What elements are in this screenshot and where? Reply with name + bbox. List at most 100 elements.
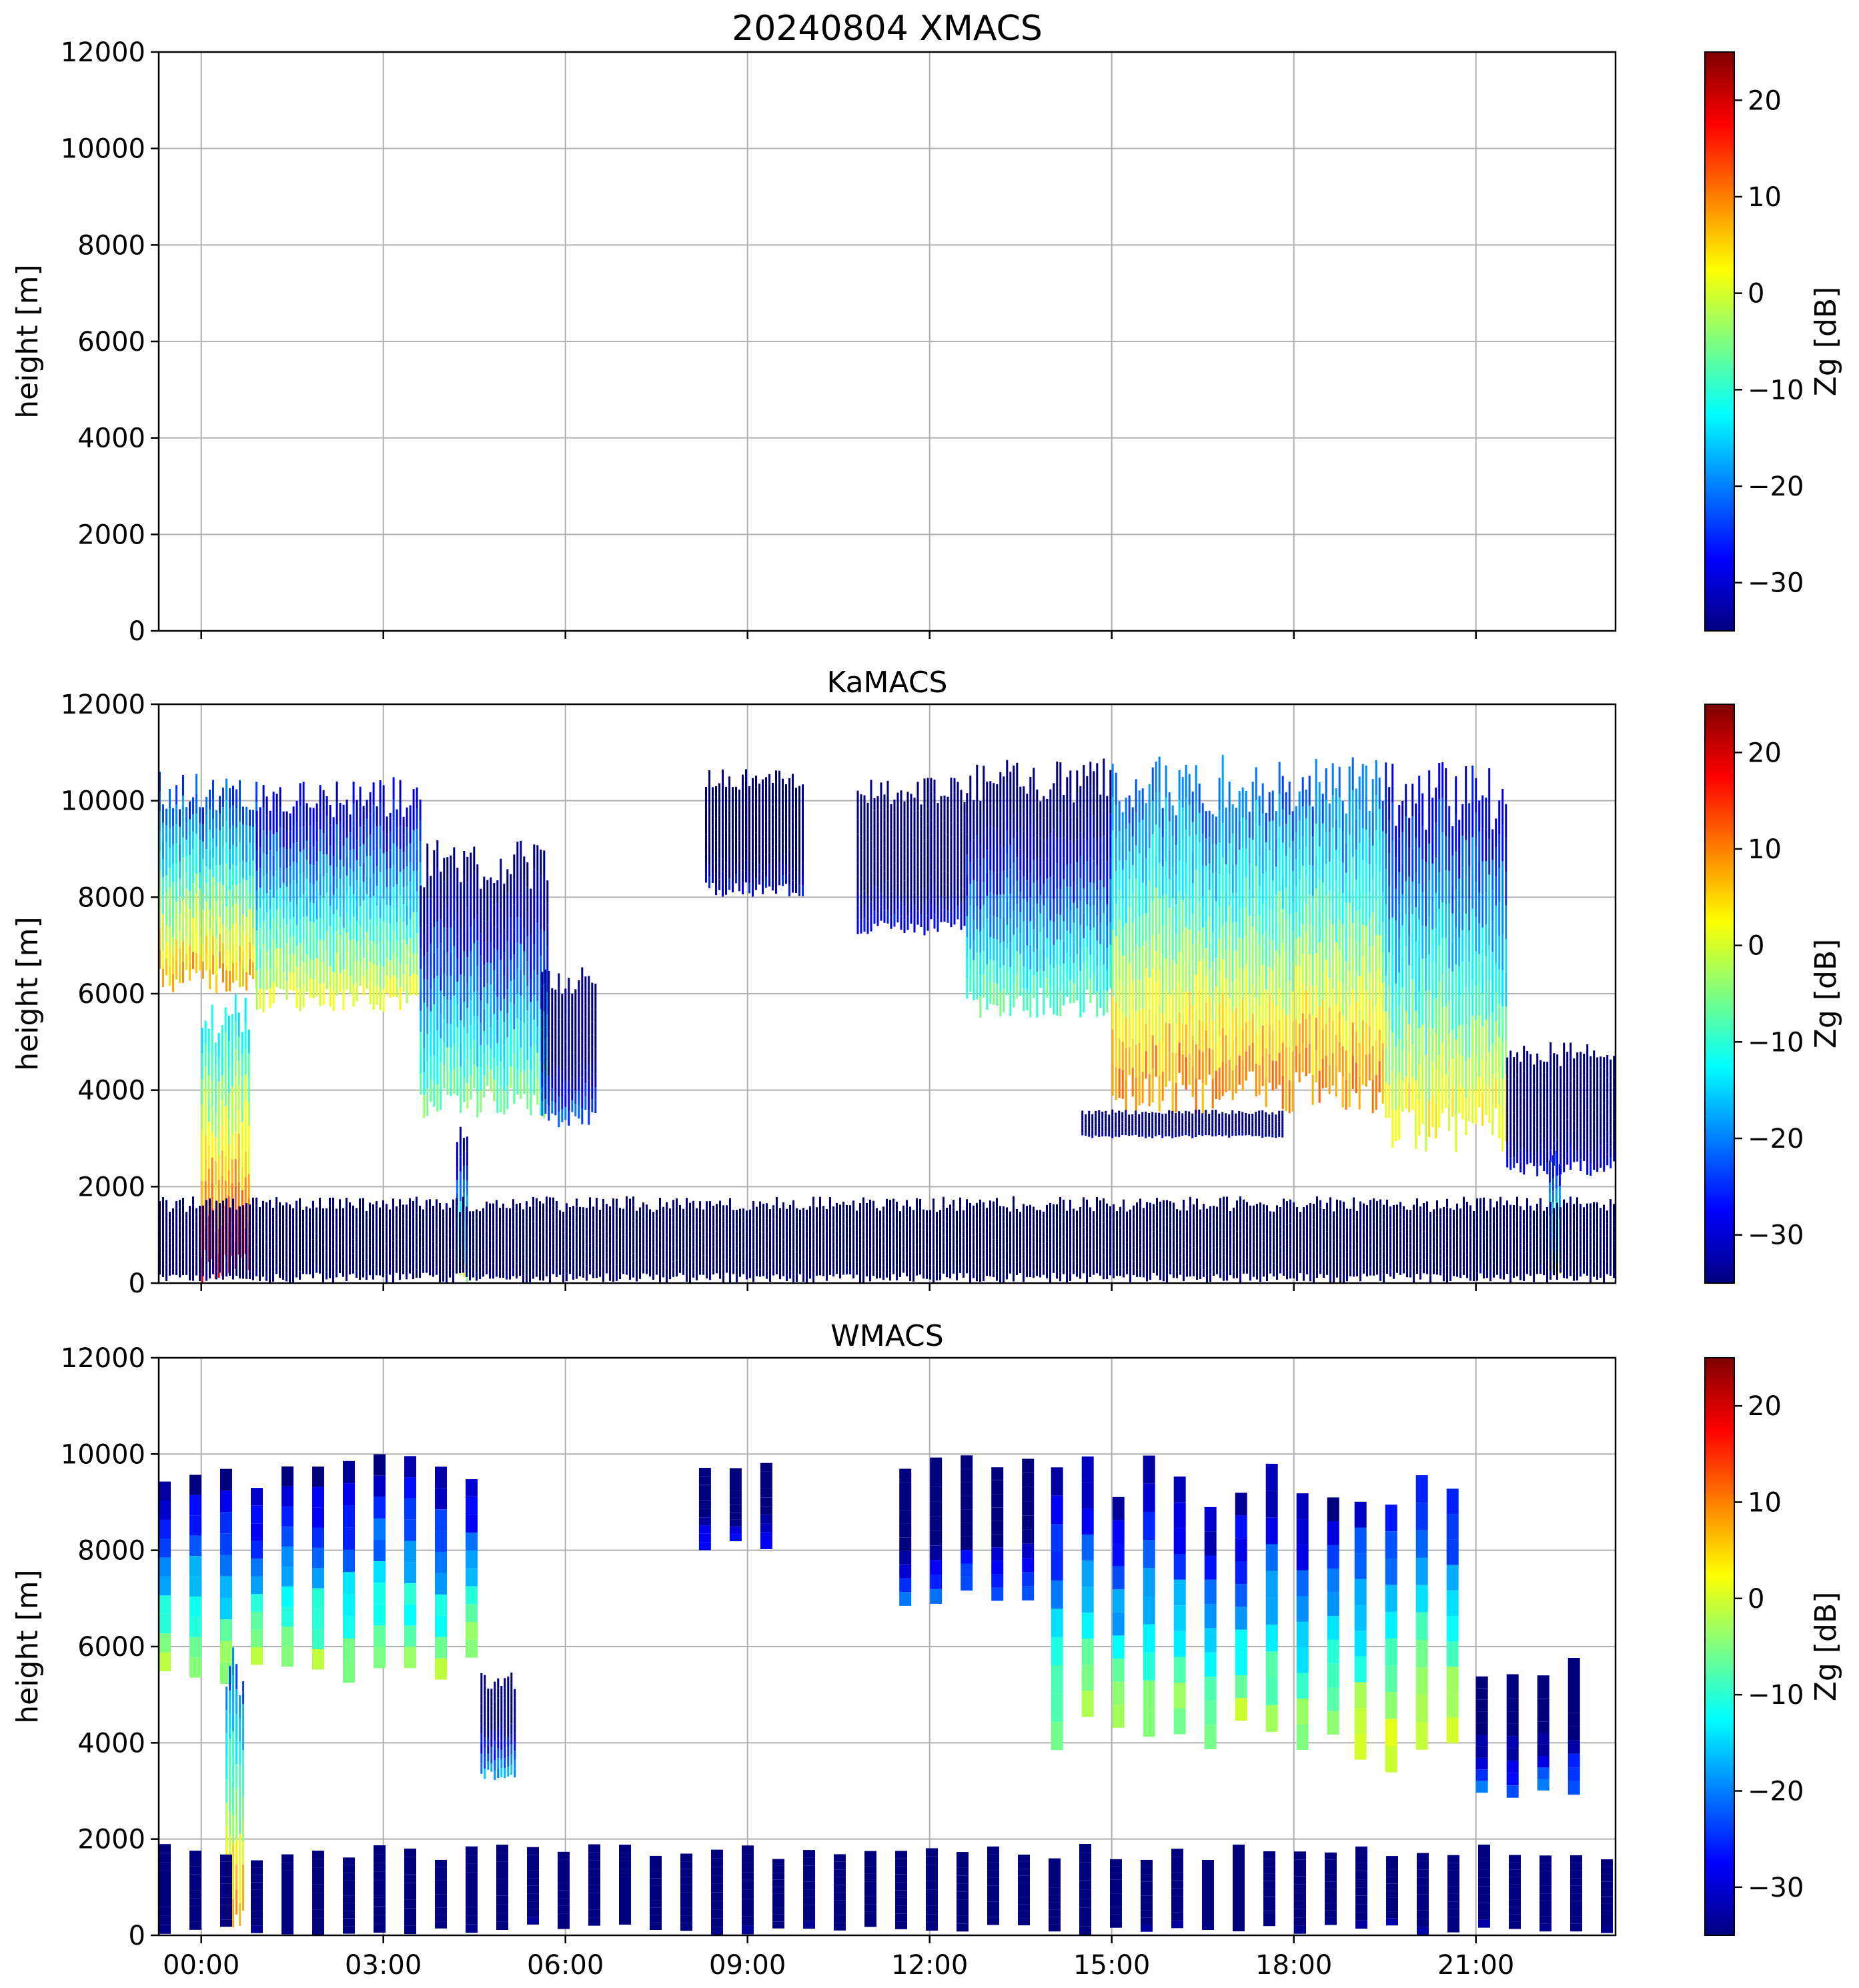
radar-column (1441, 938, 1444, 973)
radar-column (1145, 1111, 1147, 1114)
radar-column (1408, 876, 1411, 906)
radar-column (1066, 952, 1069, 975)
radar-column (409, 919, 412, 939)
radar-column (295, 884, 298, 905)
radar-column (192, 1255, 194, 1264)
radar-column (1458, 1084, 1461, 1114)
radar-column (235, 904, 237, 924)
radar-column (1151, 1068, 1154, 1102)
radar-column (1235, 979, 1237, 1008)
radar-column (1501, 1006, 1504, 1043)
radar-column (1118, 1038, 1121, 1068)
radar-column (883, 807, 886, 820)
radar-column (541, 986, 544, 1001)
radar-column (299, 897, 301, 920)
radar-column (241, 1144, 243, 1168)
radar-column (386, 958, 388, 976)
radar-column (1593, 1098, 1596, 1110)
radar-column (1131, 1124, 1134, 1127)
radar-column (1059, 940, 1062, 966)
radar-column (1613, 1108, 1616, 1120)
radar-column (412, 953, 415, 974)
radar-column (299, 806, 301, 829)
radar-column (179, 1223, 181, 1231)
radar-column (856, 862, 859, 877)
radar-column (1318, 782, 1321, 815)
radar-column (1428, 770, 1431, 808)
radar-column (237, 1109, 240, 1134)
radar-column (1185, 1113, 1187, 1116)
radar-column (1351, 790, 1354, 824)
radar-column (1171, 1122, 1174, 1125)
radar-column (247, 1029, 250, 1054)
radar-column (359, 966, 362, 986)
radar-column (305, 954, 308, 974)
radar-column (1101, 1112, 1104, 1114)
radar-column (1245, 1133, 1247, 1136)
radar-column (1208, 1114, 1211, 1116)
y-axis-label: height [m] (11, 264, 45, 418)
radar-column (1513, 1079, 1515, 1090)
radar-column (1101, 1116, 1104, 1120)
radar-column (1241, 1119, 1244, 1122)
radar-column (540, 1062, 542, 1089)
radar-column (1265, 1117, 1267, 1120)
radar-column (866, 802, 869, 816)
radar-column (1255, 1119, 1257, 1122)
radar-column (1006, 760, 1009, 784)
radar-column (1098, 1126, 1101, 1129)
radar-column (369, 962, 372, 983)
radar-column (339, 973, 342, 993)
radar-column (722, 782, 724, 795)
radar-column (1596, 1068, 1599, 1080)
radar-column (1188, 1128, 1191, 1131)
radar-column (768, 864, 770, 876)
radar-column (185, 1250, 187, 1256)
radar-column (172, 1254, 174, 1262)
radar-column (568, 1066, 570, 1082)
radar-column (966, 875, 969, 896)
radar-column (372, 805, 375, 828)
radar-column (480, 1022, 482, 1046)
radar-column (339, 878, 342, 898)
radar-column (1468, 994, 1471, 1026)
radar-column (1141, 882, 1144, 914)
radar-column (1218, 906, 1221, 939)
radar-column (412, 850, 415, 872)
radar-column (1536, 1164, 1539, 1176)
radar-column (1158, 898, 1161, 934)
radar-column (1255, 1121, 1257, 1124)
radar-column (231, 1038, 233, 1063)
radar-column (1278, 1113, 1281, 1116)
radar-column (1225, 1035, 1227, 1064)
radar-column (1368, 838, 1371, 865)
radar-column (420, 1010, 422, 1032)
radar-column (182, 962, 184, 983)
radar-column (182, 837, 184, 858)
radar-column (798, 819, 800, 830)
radar-column (207, 1098, 210, 1122)
radar-column (1251, 1125, 1254, 1128)
radar-column (1165, 862, 1167, 894)
radar-column (269, 909, 271, 930)
radar-column (1019, 849, 1022, 871)
radar-column (969, 948, 972, 971)
radar-column (329, 825, 332, 846)
radar-column (1461, 867, 1464, 899)
radar-column (715, 884, 717, 896)
radar-column (930, 891, 933, 906)
radar-column (762, 860, 764, 872)
radar-column (169, 788, 171, 809)
radar-column (536, 871, 539, 898)
radar-column (1135, 878, 1137, 912)
radar-column (192, 934, 194, 952)
radar-column (1128, 1127, 1131, 1130)
radar-column (235, 942, 237, 962)
radar-column (1358, 810, 1361, 844)
radar-column (765, 799, 767, 810)
radar-column (989, 826, 992, 848)
radar-column (169, 1230, 171, 1238)
radar-column (1158, 1117, 1161, 1120)
radar-column (1009, 942, 1012, 968)
radar-column (1158, 1119, 1161, 1122)
